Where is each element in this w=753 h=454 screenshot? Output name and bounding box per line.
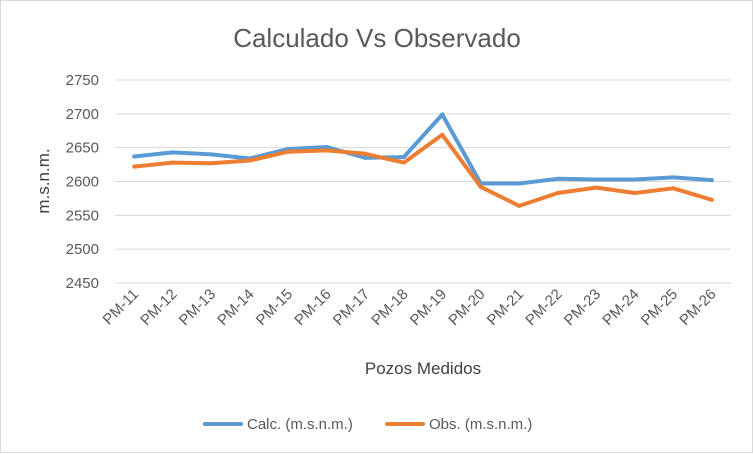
y-tick-label: 2650: [66, 140, 99, 157]
data-point-calc: [709, 178, 714, 183]
data-point-calc: [324, 144, 329, 149]
x-tick-label: PM-16: [291, 286, 334, 329]
x-tick-label: PM-15: [253, 286, 296, 329]
x-tick-label: PM-14: [214, 286, 257, 329]
series-line-calc: [132, 112, 714, 186]
x-tick-label: PM-23: [561, 286, 604, 329]
data-point-obs: [363, 151, 368, 156]
data-point-obs: [440, 132, 445, 137]
x-tick-label: PM-22: [522, 286, 565, 329]
y-tick-label: 2500: [66, 241, 99, 258]
data-point-calc: [401, 155, 406, 160]
x-tick-label: PM-17: [330, 286, 373, 329]
data-point-calc: [632, 177, 637, 182]
data-point-obs: [632, 191, 637, 196]
data-point-obs: [517, 203, 522, 208]
data-point-obs: [132, 164, 137, 169]
data-point-calc: [440, 112, 445, 117]
chart-title: Calculado Vs Observado: [233, 23, 521, 53]
data-point-calc: [671, 175, 676, 180]
data-point-calc: [209, 152, 214, 157]
x-tick-label: PM-24: [599, 286, 642, 329]
data-point-obs: [555, 191, 560, 196]
x-tick-label: PM-18: [368, 286, 411, 329]
y-tick-label: 2700: [66, 106, 99, 123]
y-tick-label: 2750: [66, 72, 99, 89]
x-tick-label: PM-12: [137, 286, 180, 329]
x-tick-label: PM-13: [176, 286, 219, 329]
x-axis-title: Pozos Medidos: [365, 359, 481, 378]
data-point-calc: [132, 154, 137, 159]
data-point-calc: [594, 177, 599, 182]
data-point-calc: [555, 176, 560, 181]
y-tick-label: 2600: [66, 174, 99, 191]
y-axis-title: m.s.n.m.: [34, 148, 53, 213]
x-tick-label: PM-26: [676, 286, 719, 329]
x-tick-label: PM-19: [407, 286, 450, 329]
data-point-calc: [363, 155, 368, 160]
data-point-obs: [286, 149, 291, 154]
data-point-obs: [324, 148, 329, 153]
x-tick-label: PM-21: [484, 286, 527, 329]
data-point-obs: [709, 197, 714, 202]
data-point-obs: [247, 158, 252, 163]
data-point-obs: [170, 160, 175, 165]
data-point-calc: [517, 181, 522, 186]
x-tick-label: PM-25: [638, 286, 681, 329]
data-point-obs: [671, 186, 676, 191]
data-point-obs: [401, 160, 406, 165]
y-tick-label: 2550: [66, 207, 99, 224]
legend-label: Calc. (m.s.n.m.): [247, 416, 353, 433]
data-point-obs: [594, 185, 599, 190]
data-point-obs: [478, 184, 483, 189]
data-point-obs: [209, 161, 214, 166]
y-tick-label: 2450: [66, 275, 99, 292]
x-tick-label: PM-20: [445, 286, 488, 329]
x-tick-label: PM-11: [100, 286, 142, 328]
series-line-obs: [132, 132, 714, 208]
data-point-calc: [170, 150, 175, 155]
legend-label: Obs. (m.s.n.m.): [429, 416, 532, 433]
